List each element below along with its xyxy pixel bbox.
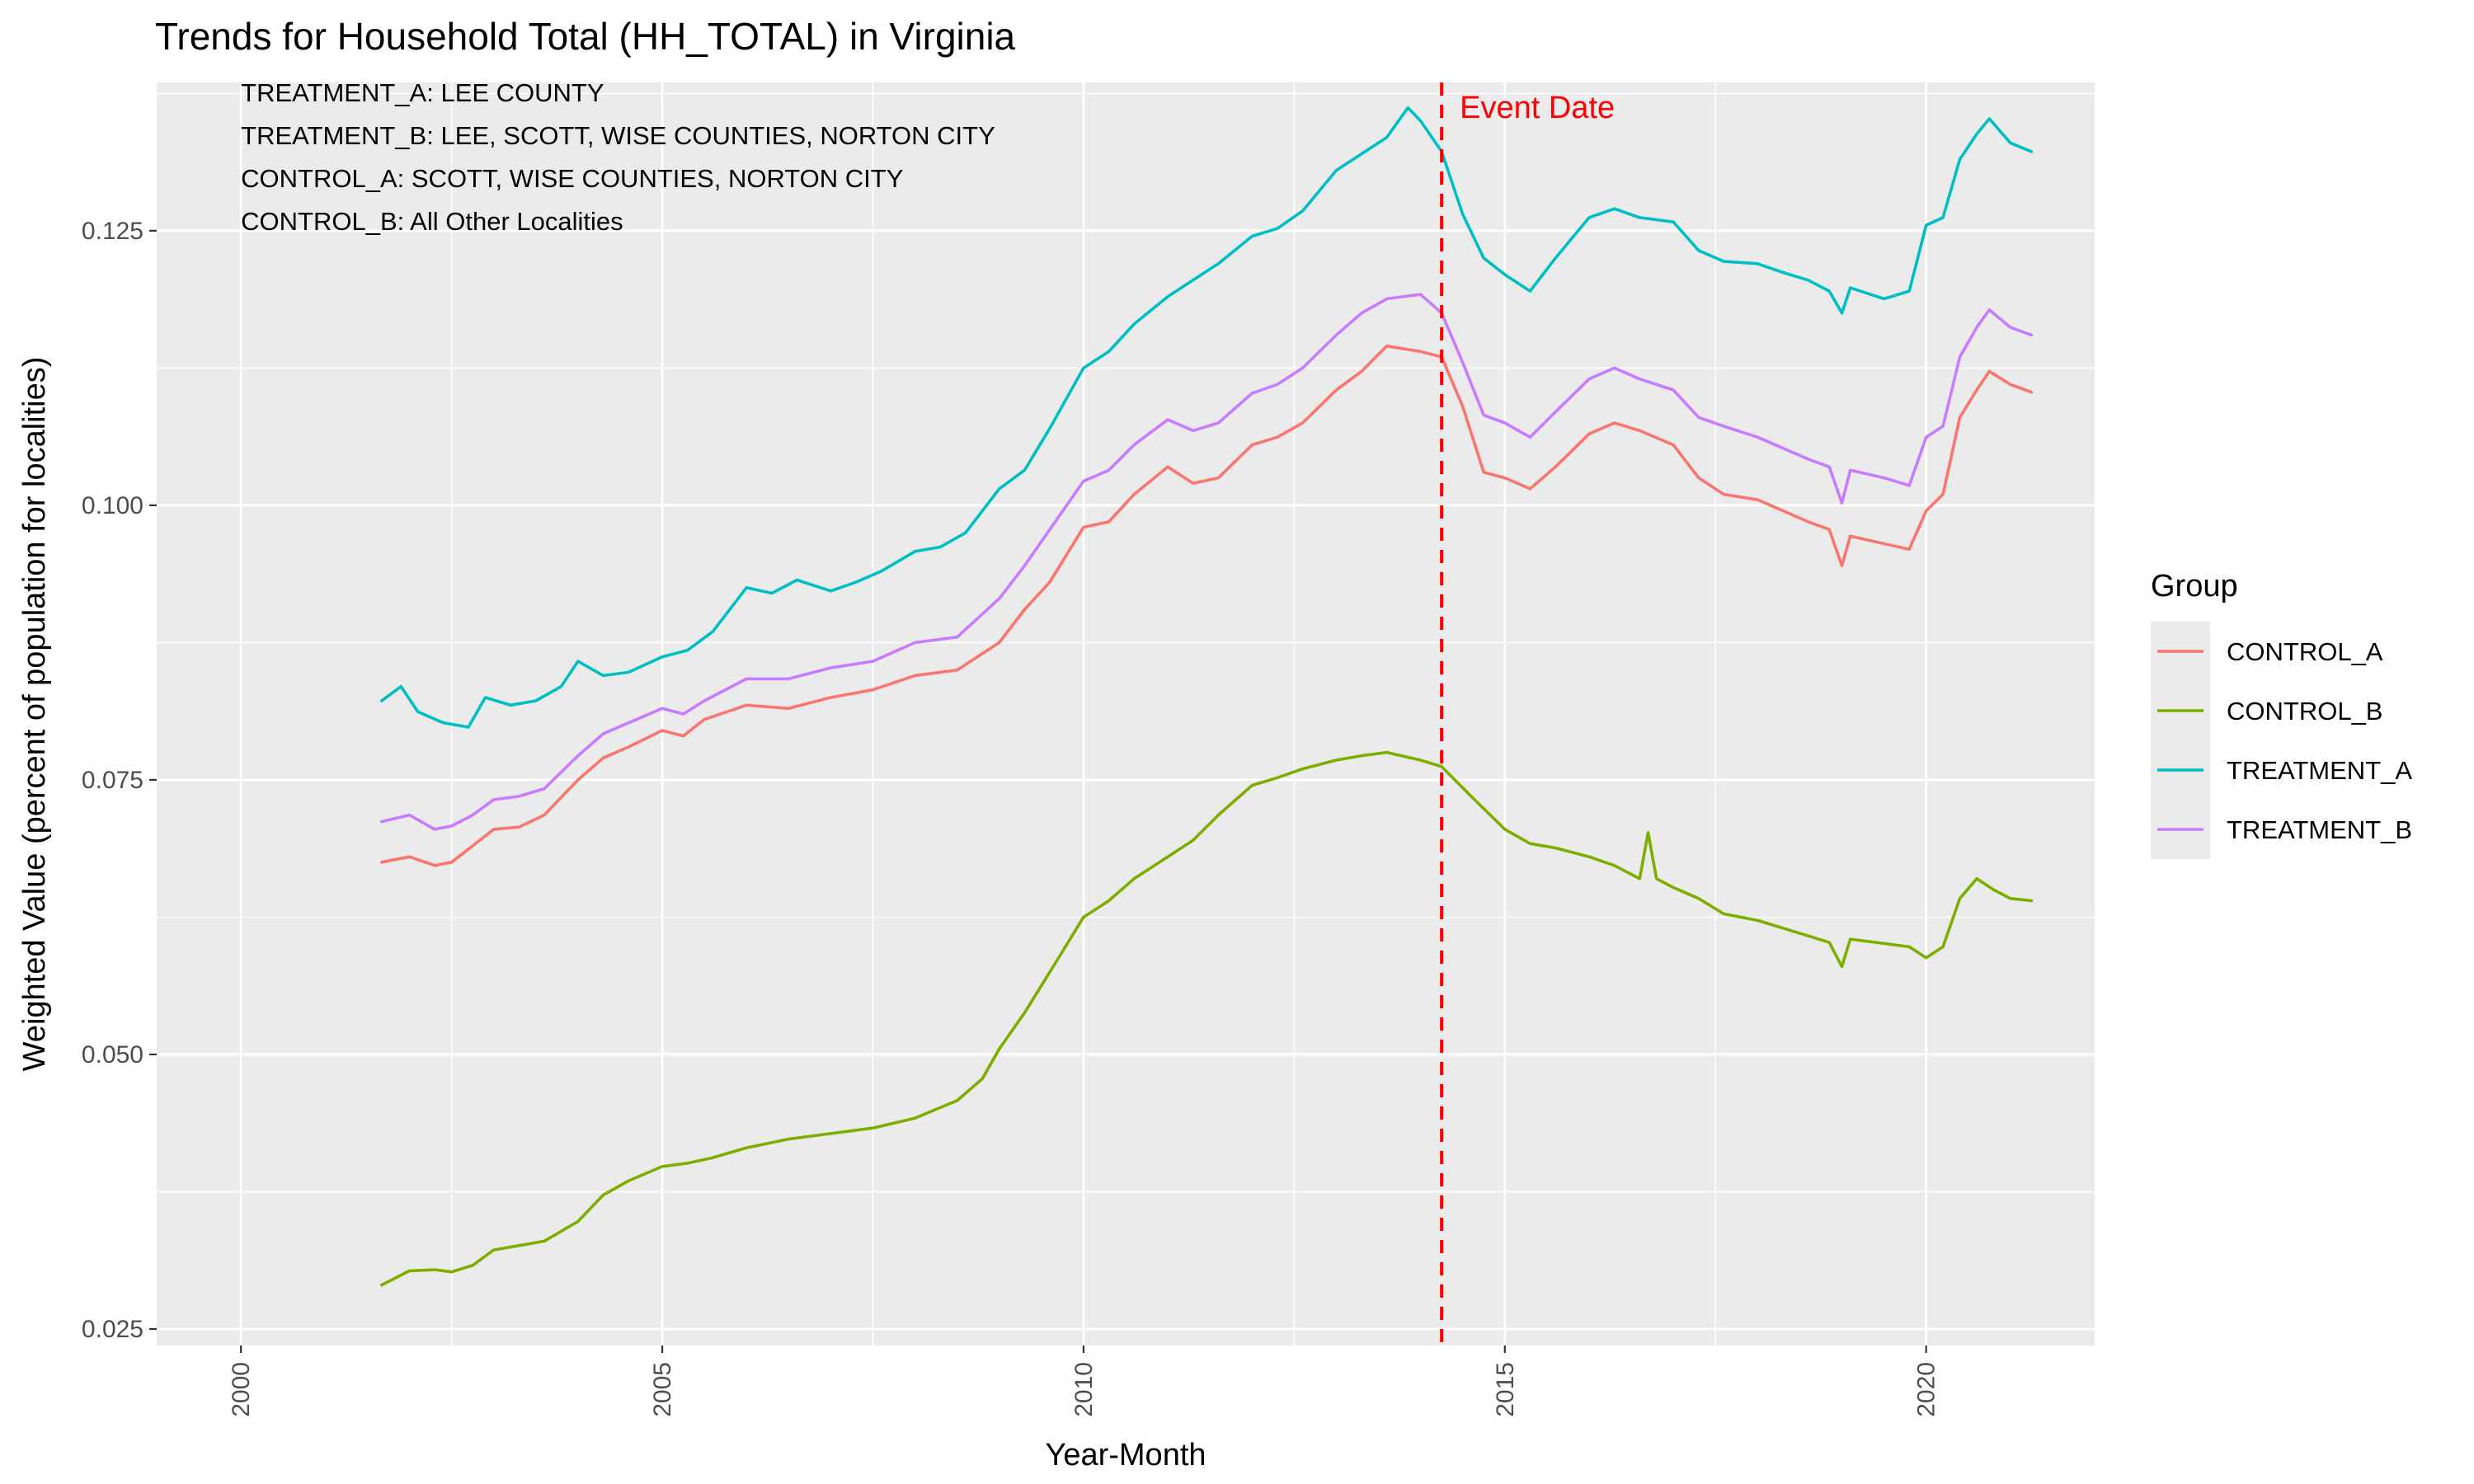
annotation-line: TREATMENT_B: LEE, SCOTT, WISE COUNTIES, …: [241, 121, 995, 150]
x-tick-label: 2010: [1070, 1362, 1098, 1417]
event-date-label: Event Date: [1460, 91, 1615, 125]
series-lines: [380, 106, 2034, 1287]
legend-title: Group: [2151, 569, 2238, 603]
series-line-control-b: [380, 750, 2034, 1287]
y-tick-label: 0.125: [82, 218, 143, 245]
legend-label-control-b: CONTROL_B: [2227, 697, 2382, 726]
chart-title: Trends for Household Total (HH_TOTAL) in…: [155, 15, 1016, 58]
x-tick-label: 2020: [1913, 1362, 1940, 1417]
annotation-line: TREATMENT_A: LEE COUNTY: [241, 78, 604, 107]
event-marker: Event Date: [1440, 82, 1615, 1345]
series-line-treatment-a: [380, 106, 2034, 729]
series-line-treatment-b: [380, 293, 2034, 831]
y-tick-label: 0.050: [82, 1041, 143, 1068]
legend-label-treatment-b: TREATMENT_B: [2227, 815, 2412, 844]
x-tick-label: 2005: [649, 1362, 676, 1417]
legend-label-treatment-a: TREATMENT_A: [2227, 756, 2412, 785]
legend: Group CONTROL_A CONTROL_B TREATMENT_A TREATM…: [2151, 569, 2412, 859]
y-axis-ticks: 0.025 0.050 0.075 0.100 0.125: [82, 218, 157, 1343]
x-axis-title: Year-Month: [1045, 1438, 1206, 1472]
x-tick-label: 2000: [228, 1362, 255, 1417]
x-tick-label: 2015: [1492, 1362, 1519, 1417]
y-tick-label: 0.100: [82, 492, 143, 519]
legend-label-control-a: CONTROL_A: [2227, 637, 2383, 666]
y-tick-label: 0.025: [82, 1316, 143, 1343]
annotation-line: CONTROL_A: SCOTT, WISE COUNTIES, NORTON …: [241, 164, 903, 193]
annotation-line: CONTROL_B: All Other Localities: [241, 207, 623, 236]
series-line-control-a: [380, 344, 2034, 867]
y-axis-title: Weighted Value (percent of population fo…: [17, 357, 52, 1072]
y-tick-label: 0.075: [82, 767, 143, 794]
minor-gridlines: [157, 82, 2095, 1345]
x-axis-ticks: 2000 2005 2010 2015 2020: [228, 1345, 1940, 1417]
plot-background: [157, 82, 2095, 1345]
group-annotations: TREATMENT_A: LEE COUNTY TREATMENT_B: LEE,…: [241, 78, 995, 236]
